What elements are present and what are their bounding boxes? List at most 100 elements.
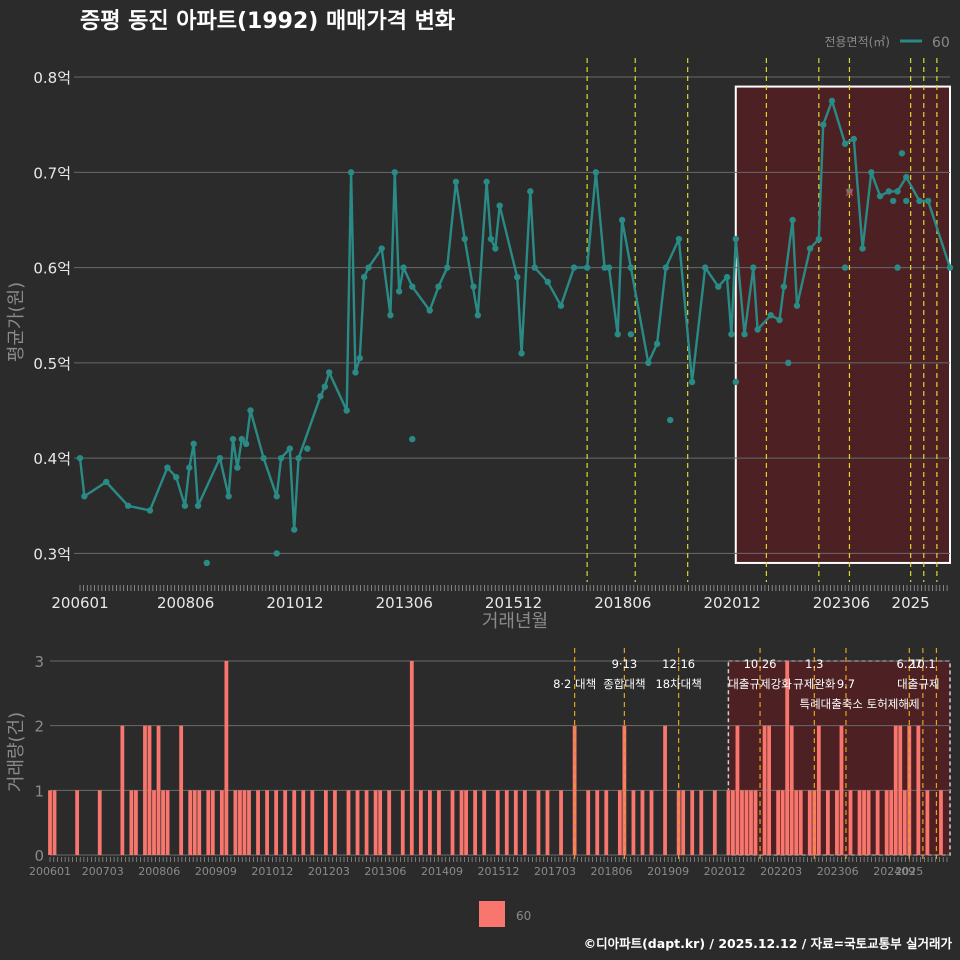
- volume-x-tick-label: 201512: [477, 865, 519, 878]
- chart-title: 증평 동진 아파트(1992) 매매가격 변화: [80, 9, 455, 34]
- price-point: [946, 264, 954, 271]
- volume-bar: [464, 790, 468, 855]
- volume-y-tick-label: 2: [34, 718, 44, 736]
- volume-policy-label: 10.1: [910, 657, 936, 671]
- volume-bar: [206, 790, 211, 855]
- volume-bar: [256, 790, 260, 855]
- volume-bar: [893, 725, 898, 855]
- price-point: [701, 264, 709, 271]
- price-y-tick-label: 0.5억: [33, 355, 71, 373]
- volume-bar: [459, 790, 464, 855]
- price-point: [688, 378, 696, 386]
- volume-bar: [816, 725, 821, 855]
- price-scatter-point: [841, 264, 849, 271]
- volume-bar: [238, 790, 242, 855]
- volume-bar: [536, 790, 541, 855]
- volume-bar: [97, 790, 102, 855]
- price-point: [238, 435, 245, 443]
- price-x-tick-label: 201512: [485, 594, 542, 612]
- volume-policy-label: 대출규제: [897, 677, 939, 691]
- price-point: [487, 235, 495, 243]
- volume-bar: [753, 790, 758, 855]
- volume-bar: [622, 725, 627, 855]
- volume-bar: [473, 790, 478, 855]
- price-point: [645, 359, 652, 367]
- volume-bar: [835, 790, 839, 855]
- volume-y-tick-label: 1: [34, 782, 44, 800]
- volume-bar: [595, 790, 600, 855]
- price-highlight-box: [734, 85, 951, 564]
- volume-x-tick-label: 202306: [817, 865, 859, 878]
- price-scatter-point: [846, 188, 853, 195]
- legend-title: 전용면적(㎡): [824, 35, 890, 49]
- volume-bar: [726, 790, 731, 855]
- price-point: [776, 316, 783, 324]
- price-point: [321, 383, 329, 390]
- volume-bar: [907, 725, 912, 855]
- volume-bar: [134, 790, 138, 855]
- price-point: [277, 454, 285, 462]
- volume-bar: [355, 790, 360, 855]
- price-scatter-point: [898, 150, 906, 157]
- volume-bar: [165, 790, 170, 855]
- price-point: [81, 493, 88, 500]
- volume-bar: [188, 790, 193, 855]
- price-point: [723, 273, 731, 281]
- price-point: [806, 245, 814, 252]
- price-scatter-point: [273, 550, 280, 557]
- volume-x-tick-label: 202203: [760, 865, 802, 878]
- volume-bar: [604, 790, 609, 855]
- volume-bar: [437, 790, 441, 855]
- price-x-minor-ticks: [79, 585, 948, 591]
- price-point: [435, 283, 442, 290]
- price-point: [395, 288, 403, 295]
- price-point: [76, 454, 84, 462]
- volume-bar: [545, 790, 550, 855]
- volume-bar: [364, 790, 369, 855]
- price-x-tick-label: 201306: [376, 594, 433, 612]
- price-point: [732, 235, 739, 243]
- volume-bar: [219, 790, 224, 855]
- volume-bar: [744, 790, 749, 855]
- price-point: [916, 197, 923, 205]
- price-point: [325, 369, 333, 376]
- volume-bar: [120, 725, 125, 855]
- volume-bar: [649, 790, 654, 855]
- price-point: [728, 331, 735, 338]
- volume-bar: [631, 790, 636, 855]
- volume-bar: [889, 790, 894, 855]
- volume-bar: [495, 790, 500, 855]
- price-point: [444, 264, 451, 271]
- volume-bar: [690, 790, 695, 855]
- price-x-axis-title: 거래년월: [482, 611, 548, 632]
- volume-x-tick-label: 201409: [421, 865, 463, 878]
- price-point: [124, 502, 132, 509]
- price-point: [754, 326, 761, 333]
- volume-x-tick-label: 200909: [195, 865, 237, 878]
- volume-bar: [939, 790, 943, 855]
- price-point: [317, 393, 324, 400]
- price-x-tick-label: 202012: [704, 594, 761, 612]
- price-point: [876, 192, 884, 200]
- volume-bar: [504, 790, 509, 855]
- price-point: [273, 493, 280, 500]
- price-scatter-point: [732, 378, 739, 386]
- price-x-tick-label: 2025: [892, 594, 930, 612]
- price-point: [146, 507, 154, 514]
- price-point: [894, 188, 901, 195]
- price-point: [194, 502, 202, 509]
- price-scatter-point: [409, 435, 416, 443]
- volume-bar: [224, 660, 229, 855]
- price-point: [247, 407, 254, 414]
- price-y-tick-label: 0.6억: [33, 260, 71, 278]
- volume-policy-label: 18차대책: [655, 677, 701, 691]
- volume-bar: [48, 790, 52, 855]
- price-point: [216, 454, 224, 462]
- volume-bar: [482, 790, 487, 855]
- price-point: [583, 264, 591, 271]
- price-y-tick-label: 0.4억: [33, 450, 71, 468]
- volume-bar: [825, 790, 830, 855]
- volume-bar: [418, 790, 423, 855]
- volume-bar: [333, 790, 337, 855]
- volume-bar: [740, 790, 744, 855]
